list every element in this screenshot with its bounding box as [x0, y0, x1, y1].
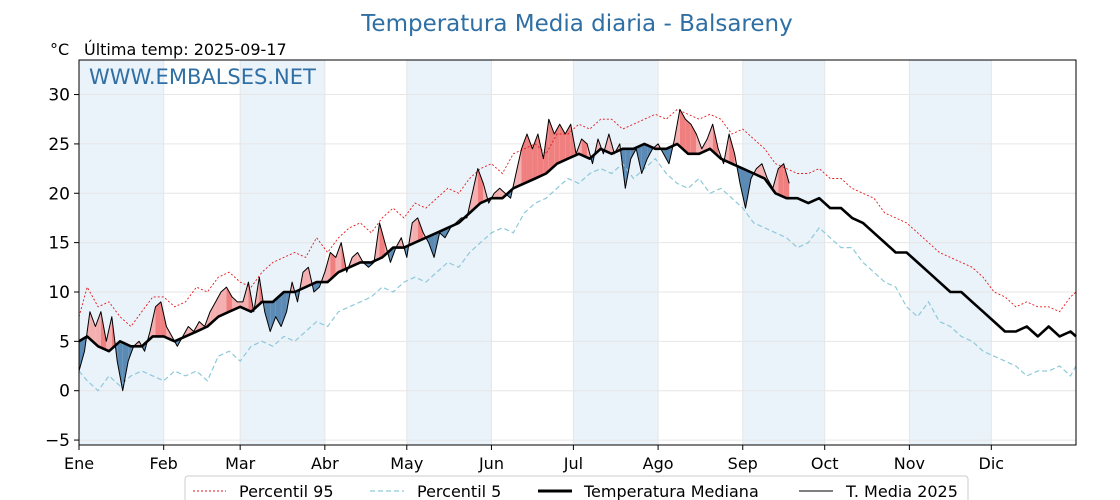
x-tick-label: Dic	[979, 454, 1005, 473]
fill-above-median	[778, 163, 784, 197]
watermark: WWW.EMBALSES.NET	[89, 65, 316, 89]
fill-above-median	[95, 311, 101, 348]
y-tick-label: 15	[48, 234, 70, 254]
x-tick-label: Abr	[311, 454, 339, 473]
x-tick-label: Jun	[478, 454, 504, 473]
fill-above-median	[242, 282, 249, 311]
month-band-nov	[909, 60, 992, 445]
y-tick-label: 10	[48, 283, 70, 303]
last-temp-label: Última temp: 2025-09-17	[84, 40, 287, 59]
fill-below-median	[122, 342, 129, 391]
fill-below-median	[313, 282, 320, 292]
x-tick-label: Nov	[894, 454, 925, 473]
fill-above-median	[521, 134, 527, 185]
y-tick-label: 30	[48, 86, 70, 106]
fill-below-median	[428, 233, 435, 258]
fill-above-median	[352, 252, 358, 267]
fill-above-median	[707, 124, 713, 152]
x-tick-label: Feb	[150, 454, 178, 473]
y-tick-label: −5	[45, 431, 70, 451]
x-tick-label: Jul	[563, 454, 583, 473]
fill-above-median	[679, 109, 686, 152]
series-line-median	[78, 142, 1077, 353]
fill-above-median	[543, 119, 549, 175]
x-tick-label: Oct	[811, 454, 839, 473]
x-tick-label: Sep	[728, 454, 758, 473]
month-band-sep	[742, 60, 825, 445]
y-tick-label: 20	[48, 184, 70, 204]
legend-box	[184, 475, 969, 500]
fill-above-median	[160, 301, 167, 338]
fill-above-median	[324, 252, 331, 283]
x-tick-label: Ene	[64, 454, 94, 473]
fill-above-median	[330, 252, 336, 280]
series-lines	[78, 108, 1077, 392]
fill-above-median	[226, 287, 232, 313]
fill-above-median	[756, 163, 762, 178]
fill-above-median	[690, 124, 697, 154]
fill-below-median	[79, 338, 85, 371]
month-band-ene	[79, 60, 164, 445]
legend: Percentil 95 Percentil 5 Temperatura Med…	[184, 475, 969, 500]
x-tick-label: May	[390, 454, 423, 473]
fill-above-median	[516, 148, 522, 188]
y-axis: −5 0 5 10 15 20 25 30	[45, 86, 79, 451]
month-band-may	[406, 60, 492, 445]
fill-below-median	[264, 301, 271, 332]
fill-above-median	[477, 168, 484, 206]
fill-above-median	[221, 287, 227, 316]
x-tick-label: Ago	[643, 454, 674, 473]
fill-above-median	[494, 188, 500, 199]
month-band-mar	[240, 60, 325, 445]
fill-below-median	[270, 299, 276, 332]
legend-label-median: Temperatura Mediana	[583, 482, 759, 500]
fill-above-median	[155, 301, 161, 337]
fill-above-median	[685, 119, 691, 154]
fill-below-median	[117, 342, 123, 391]
month-bands	[79, 60, 992, 445]
fill-below-median	[281, 291, 287, 327]
fill-above-median	[379, 222, 385, 259]
series-line-p5	[78, 157, 1077, 392]
fill-above-median	[548, 119, 555, 172]
fill-above-median	[215, 291, 222, 320]
month-band-jul	[573, 60, 659, 445]
fill-above-median	[412, 217, 418, 244]
fill-above-median	[554, 124, 560, 167]
chart-title: Temperatura Media diaria - Balsareny	[360, 11, 792, 37]
legend-label-p5: Percentil 5	[417, 482, 501, 500]
fill-above-median	[302, 267, 309, 289]
x-tick-label: Mar	[225, 454, 256, 473]
fill-above-median	[417, 217, 424, 242]
y-tick-label: 25	[48, 135, 70, 155]
fill-below-median	[740, 167, 746, 209]
legend-label-current: T. Media 2025	[845, 482, 958, 500]
fill-above-median	[210, 301, 216, 325]
fill-above-median	[729, 134, 735, 165]
series-line-2025	[78, 108, 790, 392]
fill-above-median	[783, 163, 790, 199]
plot-frame	[78, 59, 1077, 446]
series-line-p95	[78, 108, 1077, 328]
fill-above-median	[537, 134, 544, 178]
fill-below-median	[663, 147, 670, 164]
fill-above-median	[565, 124, 571, 160]
legend-label-p95: Percentil 95	[239, 482, 334, 500]
y-tick-label: 5	[59, 332, 70, 352]
unit-label: °C	[50, 40, 69, 59]
fill-above-median	[89, 311, 96, 344]
fill-above-median	[231, 296, 238, 311]
y-tick-label: 0	[59, 382, 70, 402]
fill-above-median	[335, 242, 342, 275]
fill-above-median	[472, 168, 478, 211]
fill-above-median	[581, 138, 588, 158]
fill-below-median	[641, 145, 648, 174]
x-axis: Ene Feb Mar Abr May Jun Jul Ago Sep Oct Nov Dic	[64, 445, 1004, 473]
